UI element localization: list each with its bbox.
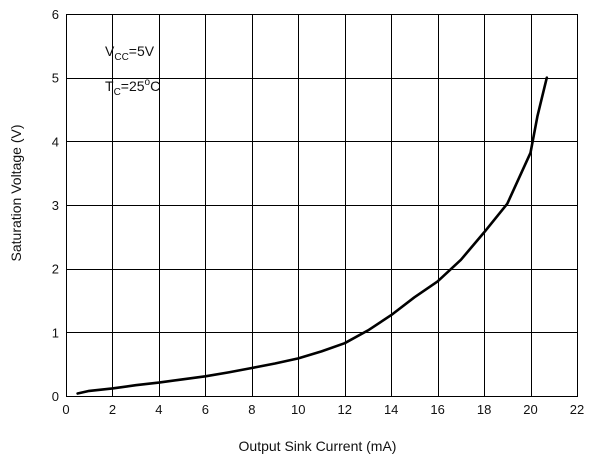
x-tick-labels: 0 2 4 6 8 10 12 14 16 18 20 22 <box>62 402 584 417</box>
x-tick-label: 6 <box>202 402 209 417</box>
x-tick-label: 16 <box>430 402 444 417</box>
x-tick-label: 12 <box>337 402 351 417</box>
plot-frame <box>65 13 579 398</box>
annotation-tc-unit: C <box>150 78 160 94</box>
y-tick-label: 5 <box>52 71 59 86</box>
x-tick-label: 2 <box>109 402 116 417</box>
x-tick-label: 8 <box>248 402 255 417</box>
y-tick-label: 3 <box>52 198 59 213</box>
annotation-vcc-main: V <box>105 43 115 59</box>
annotation-tc-rest: =25 <box>121 78 145 94</box>
x-tick-label: 14 <box>384 402 398 417</box>
annotation-vcc: VCC=5V <box>105 43 155 63</box>
annotation-vcc-sub: CC <box>114 52 128 63</box>
annotation-tc: TC=25oC <box>105 77 160 98</box>
x-tick-label: 10 <box>291 402 305 417</box>
y-tick-label: 6 <box>52 7 59 22</box>
x-tick-label: 18 <box>477 402 491 417</box>
annotation-tc-sub: C <box>114 87 121 98</box>
x-axis-title: Output Sink Current (mA) <box>239 438 397 454</box>
x-tick-label: 4 <box>155 402 162 417</box>
annotation-tc-degree: o <box>145 77 151 88</box>
annotation-vcc-rest: =5V <box>129 43 155 59</box>
y-axis-title: Saturation Voltage (V) <box>8 125 24 262</box>
x-tick-label: 22 <box>570 402 584 417</box>
x-tick-label: 20 <box>523 402 537 417</box>
x-tick-label: 0 <box>62 402 69 417</box>
y-tick-label: 0 <box>52 389 59 404</box>
y-tick-label: 2 <box>52 262 59 277</box>
series-line <box>76 76 549 395</box>
y-tick-label: 1 <box>52 325 59 340</box>
y-tick-label: 4 <box>52 134 59 149</box>
y-tick-labels: 0 1 2 3 4 5 6 <box>52 7 59 404</box>
annotation-tc-main: T <box>105 78 114 94</box>
grid <box>66 14 578 397</box>
